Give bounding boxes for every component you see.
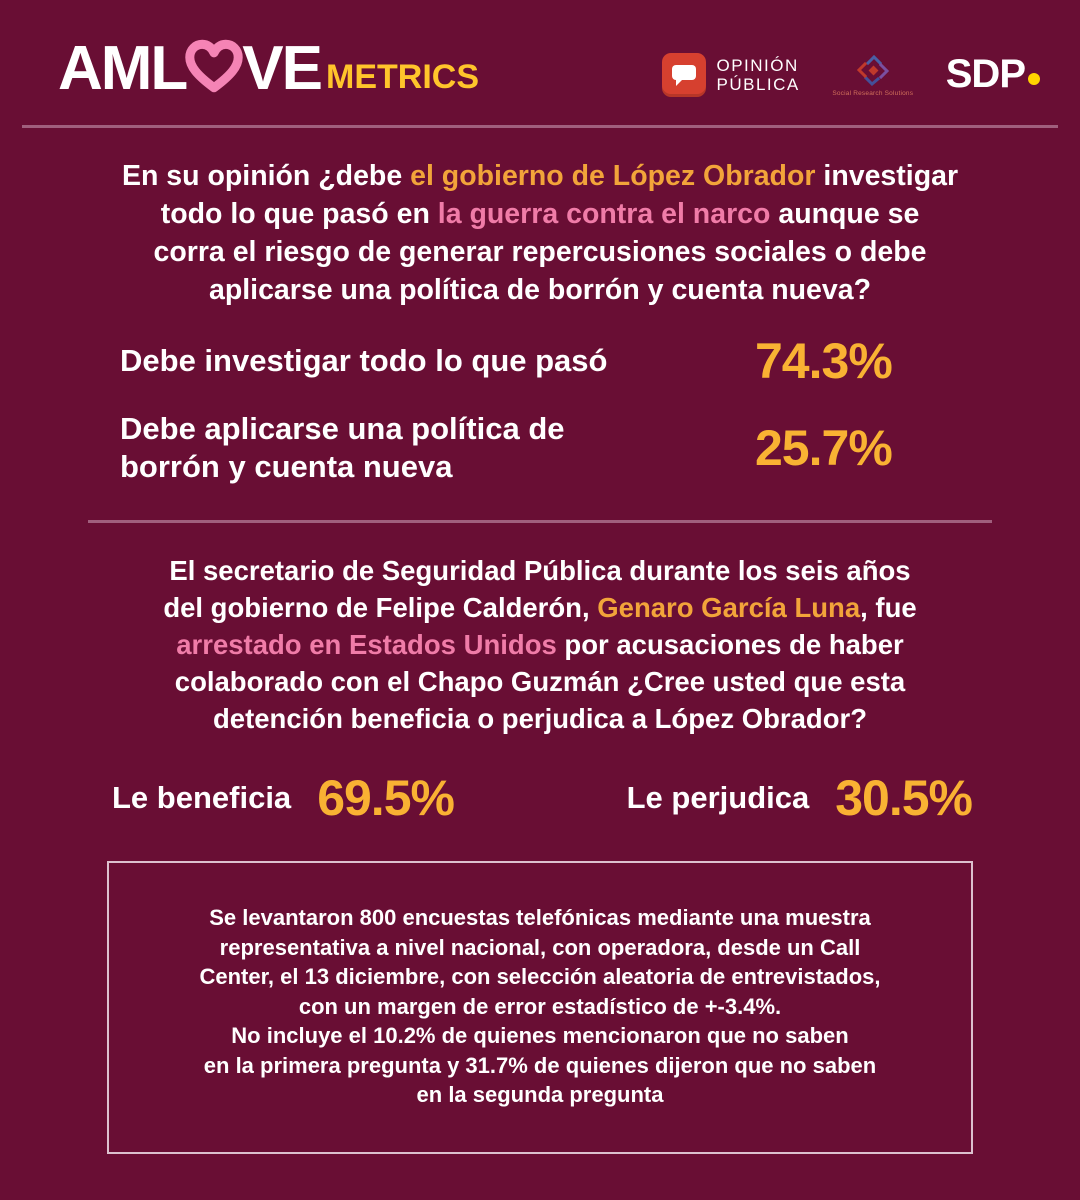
section-divider	[88, 520, 992, 523]
q2-highlight-arrestado: arrestado en Estados Unidos	[176, 629, 557, 660]
opinion-publica-text: OPINIÓN PÚBLICA	[717, 56, 800, 94]
answer-pair: Le beneficia 69.5%	[112, 770, 455, 826]
question-1-answers: Debe investigar todo lo que pasó 74.3% D…	[120, 336, 1020, 486]
q1-seg-0: En su opinión ¿debe	[121, 160, 411, 192]
opinion-publica-logo: OPINIÓN PÚBLICA	[661, 52, 800, 97]
brand-wordmark: AML VE	[58, 34, 323, 103]
brand-suffix: VE	[242, 34, 323, 103]
question-1-text: En su opinión ¿debe el gobierno de López…	[50, 157, 1030, 309]
answer-value: 74.3%	[755, 333, 893, 389]
q1-highlight-guerra: la guerra contra el narco	[437, 198, 771, 230]
research-mark-icon	[856, 54, 889, 87]
answer-value: 69.5%	[317, 770, 455, 826]
q2-seg-2: , fue	[860, 592, 917, 623]
answer-value: 30.5%	[835, 770, 973, 826]
methodology-text: Se levantaron 800 encuestas telefónicas …	[199, 905, 881, 1107]
q1-highlight-gobierno: el gobierno de López Obrador	[410, 160, 816, 192]
sdp-dot-icon	[1028, 73, 1040, 85]
q1-seg-4: aunque se corra el riesgo de generar rep…	[153, 198, 927, 306]
answer-label: Le beneficia	[112, 780, 292, 815]
header: AML VE METRICS OPINIÓN PÚBLICA	[0, 0, 1080, 100]
answer-value: 25.7%	[755, 420, 893, 476]
brand-sub-metrics: METRICS	[326, 58, 480, 96]
heart-icon	[185, 39, 244, 93]
research-caption: Social Research Solutions	[832, 90, 914, 97]
answer-pair: Le perjudica 30.5%	[626, 770, 973, 826]
q2-seg-0: El secretario de Seguridad Pública duran…	[163, 555, 911, 623]
header-divider	[22, 125, 1058, 128]
methodology-box: Se levantaron 800 encuestas telefónicas …	[107, 861, 973, 1154]
amlove-metrics-logo: AML VE METRICS	[58, 38, 479, 100]
sdp-text: SDP	[945, 52, 1026, 96]
speech-bubble-icon	[661, 52, 706, 97]
sdp-logo: SDP	[946, 52, 1040, 97]
answer-label: Debe aplicarse una política de borrón y …	[120, 411, 565, 484]
q2-seg-4: por acusaciones de haber colaborado con …	[174, 629, 906, 734]
question-2-answers: Le beneficia 69.5% Le perjudica 30.5%	[112, 770, 973, 826]
opinion-line1: OPINIÓN	[716, 55, 799, 75]
brand-prefix: AML	[58, 34, 188, 103]
answer-label: Debe investigar todo lo que pasó	[120, 343, 608, 378]
answer-label: Le perjudica	[626, 780, 810, 815]
q1-seg-2: investigar todo lo que pasó en	[160, 160, 959, 230]
partner-logos: OPINIÓN PÚBLICA Social Research Solution…	[661, 52, 1040, 97]
question-2-text: El secretario de Seguridad Pública duran…	[60, 552, 1020, 737]
opinion-line2: PÚBLICA	[716, 74, 800, 94]
research-logo: Social Research Solutions	[830, 52, 916, 97]
q2-highlight-garcia-luna: Genaro García Luna	[597, 592, 861, 623]
